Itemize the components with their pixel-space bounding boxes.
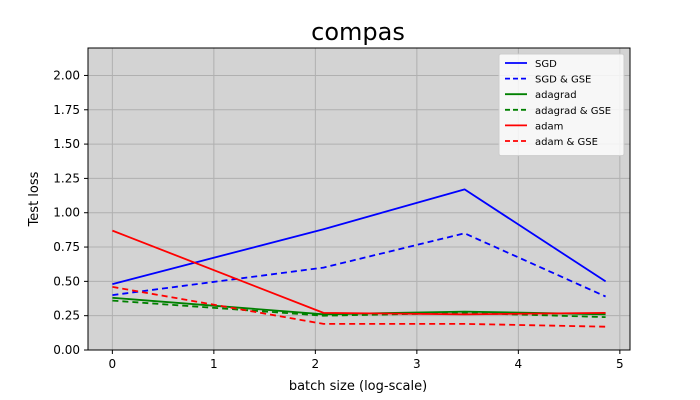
- y-tick-label-5: 1.25: [53, 171, 80, 185]
- legend-box: [498, 53, 625, 157]
- y-tick-label-4: 1.00: [53, 206, 80, 220]
- y-tick-label-3: 0.75: [53, 240, 80, 254]
- y-tick-label-7: 1.75: [53, 103, 80, 117]
- series-line-0: [112, 188, 607, 285]
- legend-label-1: SGD & GSE: [535, 75, 591, 86]
- legend-label-0: SGD: [535, 59, 557, 70]
- y-tick-label-0: 0.00: [53, 343, 80, 357]
- axes-frame: [87, 47, 631, 351]
- legend-label-4: adam: [535, 121, 563, 132]
- legend: SGD SGD & GSE adagrad adagrad & GSE adam adam…: [498, 53, 625, 157]
- legend-label-5: adam & GSE: [535, 137, 598, 148]
- series-line-1: [112, 232, 606, 298]
- y-tick-label-6: 1.50: [53, 137, 80, 151]
- x-tick-label-5: 5: [616, 357, 624, 371]
- legend-label-2: adagrad: [535, 90, 577, 101]
- x-tick-label-2: 2: [312, 357, 320, 371]
- x-axis-label: batch size (log-scale): [289, 379, 427, 394]
- y-tick-label-8: 2.00: [53, 68, 80, 82]
- x-tick-label-4: 4: [515, 357, 523, 371]
- series-line-4: [112, 229, 606, 316]
- legend-label-3: adagrad & GSE: [535, 106, 611, 117]
- x-tick-label-3: 3: [413, 357, 421, 371]
- y-tick-label-2: 0.50: [53, 274, 80, 288]
- y-axis-label: Test loss: [27, 171, 42, 227]
- x-tick-label-0: 0: [109, 357, 117, 371]
- x-tick-label-1: 1: [210, 357, 218, 371]
- y-tick-label-1: 0.25: [53, 309, 80, 323]
- series-line-5: [112, 286, 606, 328]
- chart-title: compas: [311, 18, 405, 46]
